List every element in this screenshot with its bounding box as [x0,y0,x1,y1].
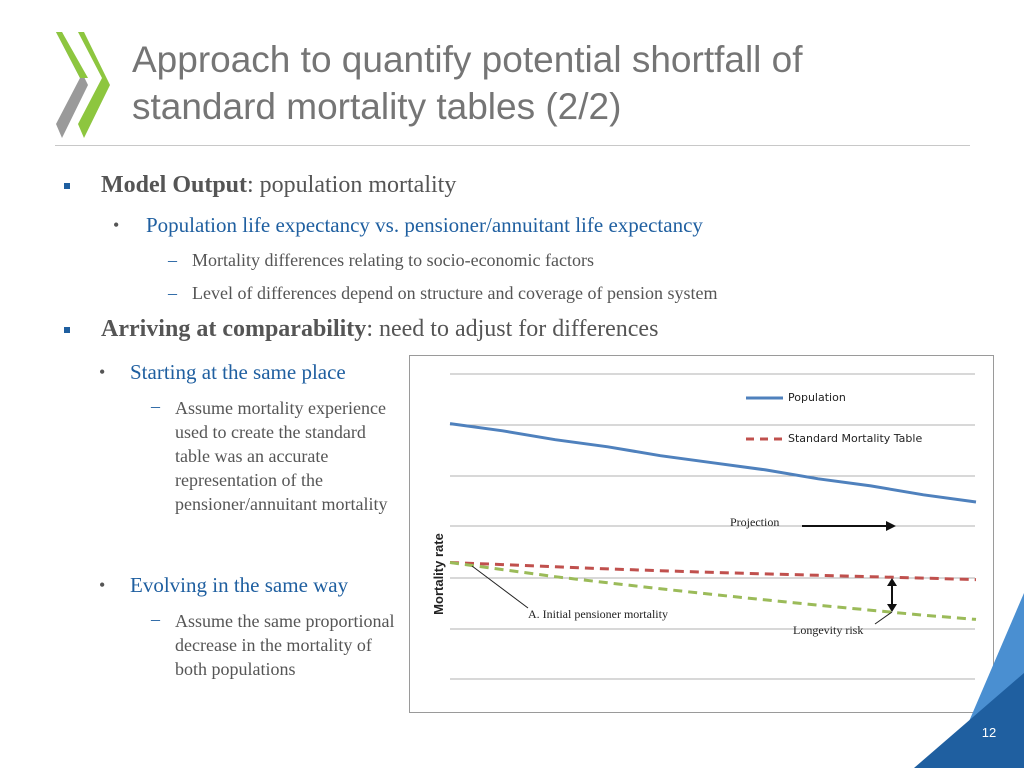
dash-icon: – [151,396,160,416]
bullet-dot-icon: • [99,362,106,382]
title-line-1: Approach to quantify potential shortfall… [132,39,803,80]
logo-chevron-right [78,32,110,138]
sub-sub-bullet-evolving-assumption: Assume the same proportional decrease in… [175,611,395,679]
corner-dark-shape [914,673,1024,768]
slide-title: Approach to quantify potential shortfall… [132,36,992,130]
annotation-projection: Projection [730,515,779,529]
sub-bullet-same-place: Starting at the same place [130,360,346,384]
chart-svg: Mortality rate Population Standard Morta… [431,373,992,712]
dash-icon: – [151,609,160,629]
bullet-dot-icon: • [99,575,106,595]
bullet-dot-icon: • [113,215,120,235]
sub-bullet-life-expectancy: Population life expectancy vs. pensioner… [146,213,703,237]
bullet-model-output-text: : population mortality [247,172,457,198]
initial-pointer-line [471,565,529,609]
longevity-pointer-line [874,611,893,625]
oecd-logo [56,32,110,138]
series-group [449,422,977,621]
series-pensioner-line [449,561,977,621]
longevity-arrowhead-up-icon [887,578,897,586]
sub-sub-bullet-starting-assumption: Assume mortality experience used to crea… [175,398,388,514]
series-population-line [449,422,977,504]
sub-sub-bullet-socio-economic: Mortality differences relating to socio-… [192,250,595,270]
sub-bullet-same-way: Evolving in the same way [130,573,349,597]
bullet-square-icon [64,183,70,189]
annotation-initial-pensioner: A. Initial pensioner mortality [528,607,668,621]
bullet-comparability-text: : need to adjust for differences [366,316,659,342]
projection-arrowhead-icon [886,521,896,531]
dash-icon: – [168,250,177,270]
logo-chevron-left [56,32,88,138]
bullet-square-icon [64,327,70,333]
page-number: 12 [981,725,997,740]
mortality-chart: Mortality rate Population Standard Morta… [409,355,994,713]
annotation-longevity-risk: Longevity risk [793,623,863,637]
title-divider [55,145,970,146]
corner-decoration [914,593,1024,768]
bullet-model-output-bold: Model Output [101,172,248,198]
bullet-comparability-bold: Arriving at comparability [101,316,367,342]
y-axis-label: Mortality rate [431,533,446,615]
title-line-2: standard mortality tables (2/2) [132,86,622,127]
bullet-comparability: Arriving at comparability: need to adjus… [101,316,658,343]
logo-chevron-left-top [56,32,88,78]
series-standard-table-line [449,561,977,582]
legend-standard-table-label: Standard Mortality Table [788,432,922,445]
grid-lines [450,373,975,680]
bullet-model-output: Model Output: population mortality [101,172,456,199]
legend-population-label: Population [788,391,846,404]
sub-sub-bullet-pension-structure: Level of differences depend on structure… [192,283,718,303]
dash-icon: – [168,283,177,303]
longevity-arrowhead-down-icon [887,604,897,612]
